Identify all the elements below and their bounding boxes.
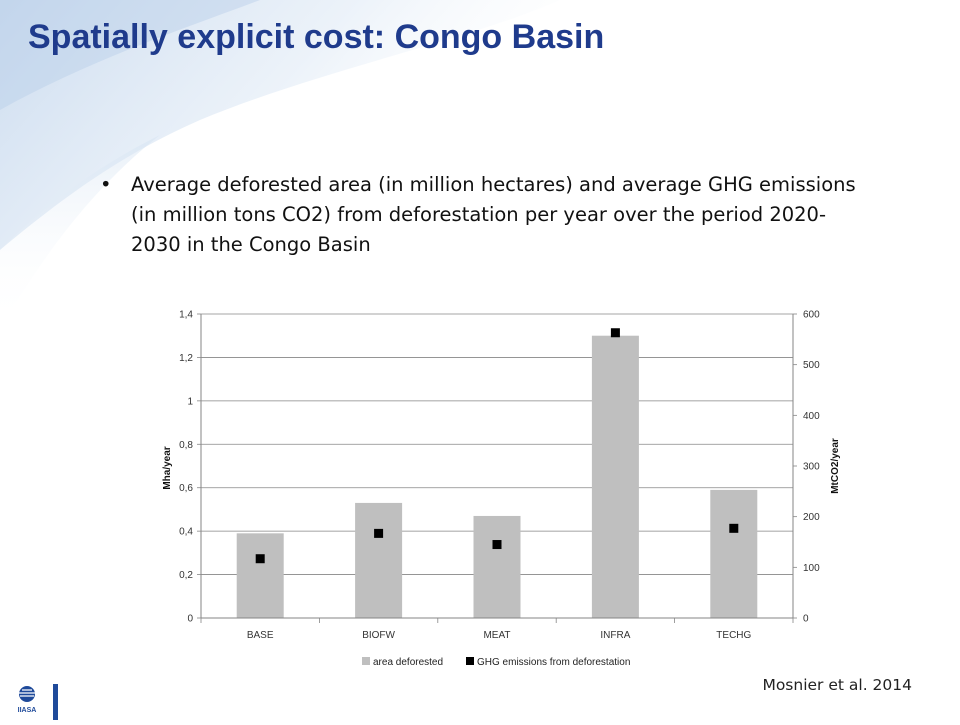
globe-icon: IIASA (18, 684, 58, 720)
legend-label-area-deforested: area deforested (373, 657, 443, 668)
y-right-tick-label: 300 (803, 462, 820, 473)
y-left-tick-label: 0,6 (179, 483, 193, 494)
y-right-tick-label: 400 (803, 411, 820, 422)
y-left-tick-label: 1,2 (179, 353, 193, 364)
x-tick-label: MEAT (483, 630, 510, 641)
x-tick-label: TECHG (716, 630, 751, 641)
y-left-tick-label: 1 (187, 396, 193, 407)
marker-ghg-emissions (492, 540, 502, 550)
bar-area-deforested (473, 515, 521, 618)
y-left-tick-label: 0,2 (179, 570, 193, 581)
y-left-tick-label: 0 (187, 614, 193, 625)
bars-area-deforested (236, 335, 758, 618)
x-tick-label: INFRA (600, 630, 630, 641)
y-left-tick-label: 1,4 (179, 310, 193, 321)
bullet-dot: • (100, 173, 112, 196)
axes (197, 313, 797, 623)
tick-labels: 0 0,2 0,4 0,6 0,8 1 1,2 1,4 0 100 200 300 400 500 600 B… (179, 310, 820, 642)
marker-ghg-emissions (255, 554, 265, 564)
markers-ghg-emissions (255, 328, 739, 564)
bar-area-deforested (710, 489, 758, 618)
bar-area-deforested (236, 533, 284, 618)
marker-ghg-emissions (610, 328, 620, 338)
y-left-axis-title: Mha/year (162, 446, 173, 489)
logo-bar (53, 684, 58, 720)
x-tick-label: BASE (247, 630, 274, 641)
y-right-tick-label: 100 (803, 563, 820, 574)
legend-label-ghg-emissions: GHG emissions from deforestation (477, 657, 630, 668)
y-right-axis-title: MtCO2/year (830, 438, 841, 494)
bar-area-deforested (355, 502, 403, 618)
chart-legend: area deforested GHG emissions from defore… (362, 657, 630, 668)
legend-swatch-ghg-emissions (466, 657, 474, 665)
slide-title: Spatially explicit cost: Congo Basin (28, 18, 605, 56)
citation: Mosnier et al. 2014 (762, 676, 912, 694)
y-right-tick-label: 600 (803, 310, 820, 321)
x-tick-label: BIOFW (362, 630, 395, 641)
bullet-item: • Average deforested area (in million he… (100, 170, 860, 260)
y-left-tick-label: 0,8 (179, 440, 193, 451)
bullet-text: Average deforested area (in million hect… (131, 173, 856, 256)
iiasa-logo: IIASA (12, 684, 72, 720)
legend-swatch-area-deforested (362, 657, 370, 665)
y-right-tick-label: 0 (803, 614, 809, 625)
bar-area-deforested (591, 335, 639, 618)
y-right-tick-label: 200 (803, 512, 820, 523)
y-left-tick-label: 0,4 (179, 527, 193, 538)
logo-text: IIASA (18, 707, 37, 714)
marker-ghg-emissions (374, 528, 384, 538)
y-right-tick-label: 500 (803, 360, 820, 371)
marker-ghg-emissions (729, 523, 739, 533)
